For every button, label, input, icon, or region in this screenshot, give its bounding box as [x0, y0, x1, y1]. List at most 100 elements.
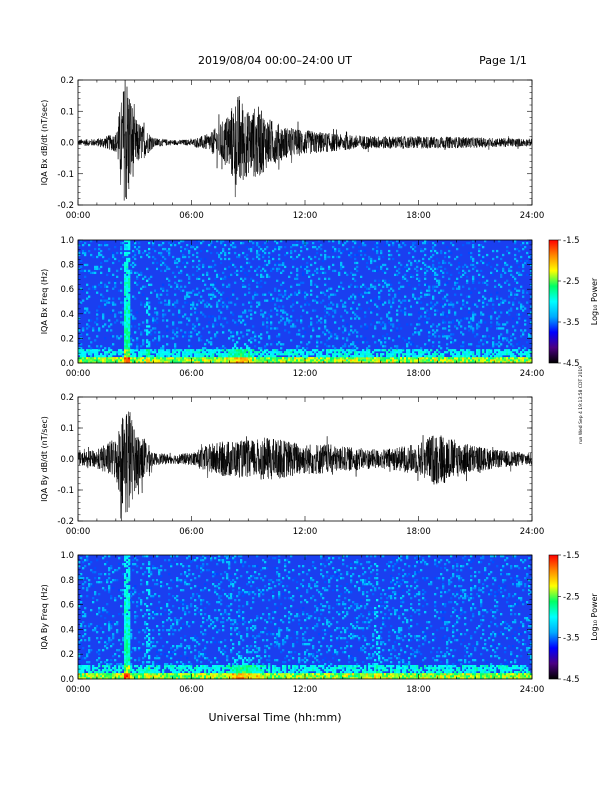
spectrogram-cell [194, 247, 197, 251]
spectrogram-cell [462, 353, 465, 356]
spectrogram-cell [162, 261, 165, 265]
spectrogram-cell [78, 635, 81, 638]
spectrogram-cell [490, 351, 493, 354]
spectrogram-cell [118, 289, 121, 292]
spectrogram-cell [322, 259, 325, 263]
spectrogram-cell [360, 307, 363, 310]
spectrogram-cell [498, 240, 501, 243]
spectrogram-cell [368, 307, 371, 310]
spectrogram-cell [510, 309, 513, 312]
spectrogram-cell [470, 255, 473, 259]
spectrogram-cell [186, 293, 189, 296]
spectrogram-cell [80, 659, 83, 662]
spectrogram-cell [124, 651, 127, 654]
spectrogram-cell [506, 349, 509, 352]
spectrogram-cell [256, 267, 259, 271]
spectrogram-cell [508, 295, 511, 298]
spectrogram-cell [394, 361, 397, 364]
spectrogram-cell [420, 359, 423, 362]
spectrogram-cell [508, 341, 511, 344]
spectrogram-cell [162, 289, 165, 292]
spectrogram-cell [420, 347, 423, 350]
spectrogram-cell [80, 601, 83, 604]
spectrogram-cell [512, 333, 515, 336]
spectrogram-cell [168, 361, 171, 364]
spectrogram-cell [124, 293, 127, 296]
spectrogram-cell [78, 561, 81, 564]
spectrogram-cell [154, 319, 157, 322]
spectrogram-cell [166, 343, 169, 346]
spectrogram-cell [172, 629, 175, 632]
colorbar-tick-label: -2.5 [563, 277, 580, 287]
spectrogram-cell [510, 293, 513, 296]
spectrogram-cell [126, 615, 129, 618]
spectrogram-cell [274, 289, 277, 292]
spectrogram-cell [468, 307, 471, 310]
spectrogram-cell [168, 563, 171, 566]
spectrogram-cell [332, 245, 335, 249]
spectrogram-cell [228, 267, 231, 271]
spectrogram-cell [128, 579, 131, 582]
spectrogram-cell [88, 677, 91, 680]
spectrogram-cell [192, 253, 195, 257]
spectrogram-cell [494, 359, 497, 362]
spectrogram-cell [250, 240, 253, 243]
spectrogram-cell [158, 297, 161, 300]
spectrogram-cell [96, 335, 99, 338]
spectrogram-cell [134, 677, 137, 680]
spectrogram-cell [156, 295, 159, 298]
spectrogram-cell [512, 303, 515, 306]
spectrogram-cell [126, 355, 129, 358]
spectrogram-cell [120, 281, 123, 284]
spectrogram-cell [144, 621, 147, 624]
spectrogram-cell [402, 349, 405, 352]
spectrogram-cell [178, 321, 181, 324]
spectrogram-cell [256, 281, 259, 284]
spectrogram-cell [88, 337, 91, 340]
spectrogram-cell [408, 339, 411, 342]
spectrogram-cell [308, 361, 311, 364]
spectrogram-cell [166, 605, 169, 608]
spectrogram-cell [514, 361, 517, 364]
spectrogram-cell [360, 293, 363, 296]
spectrogram-cell [154, 657, 157, 660]
spectrogram-cell [368, 255, 371, 259]
spectrogram-cell [78, 575, 81, 578]
spectrogram-cell [418, 259, 421, 263]
spectrogram-cell [410, 263, 413, 267]
spectrogram-cell [128, 281, 131, 284]
spectrogram-cell [418, 317, 421, 320]
spectrogram-cell [264, 263, 267, 267]
spectrogram-cell [352, 357, 355, 360]
spectrogram-cell [124, 281, 127, 284]
spectrogram-cell [490, 347, 493, 350]
spectrogram-cell [78, 669, 81, 672]
spectrogram-cell [282, 357, 285, 360]
spectrogram-cell [398, 243, 401, 247]
spectrogram-cell [132, 563, 135, 566]
spectrogram-cell [172, 337, 175, 340]
spectrogram-cell [494, 355, 497, 358]
spectrogram-cell [138, 353, 141, 356]
spectrogram-cell [170, 285, 173, 288]
spectrogram-cell [488, 357, 491, 360]
spectrogram-cell [276, 279, 279, 282]
spectrogram-cell [150, 675, 153, 678]
spectrogram-cell [378, 349, 381, 352]
spectrogram-cell [132, 675, 135, 678]
spectrogram-cell [146, 329, 149, 332]
spectrogram-cell [176, 353, 179, 356]
spectrogram-cell [200, 359, 203, 362]
spectrogram-cell [176, 349, 179, 352]
spectrogram-cell [128, 569, 131, 572]
spectrogram-cell [126, 269, 129, 273]
spectrogram-cell [468, 357, 471, 360]
spectrogram-cell [498, 303, 501, 306]
spectrogram-cell [148, 247, 151, 251]
spectrogram-cell [516, 247, 519, 251]
spectrogram-cell [306, 355, 309, 358]
spectrogram-cell [364, 315, 367, 318]
spectrogram-cell [82, 361, 85, 364]
spectrogram-cell [160, 569, 163, 572]
spectrogram-cell [88, 583, 91, 586]
